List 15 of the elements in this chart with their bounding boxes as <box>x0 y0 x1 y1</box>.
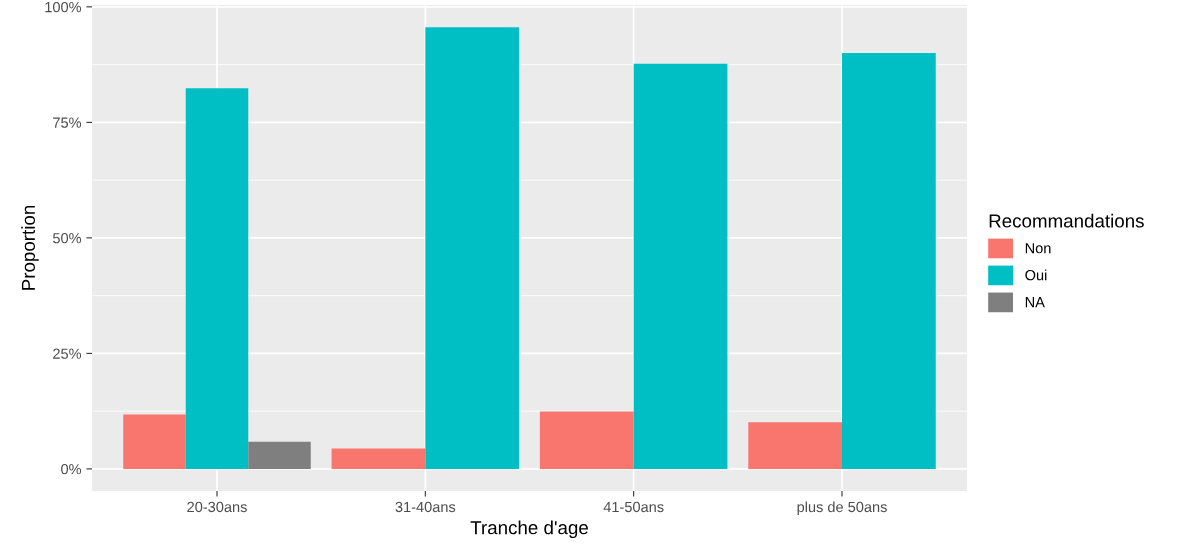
legend-title: Recommandations <box>989 213 1144 228</box>
y-tick-label: 100% <box>45 1 82 13</box>
y-tick-label: 0% <box>61 464 82 475</box>
y-tick-label: 75% <box>53 117 82 128</box>
y-axis-title: Proportion <box>21 205 39 290</box>
y-tick-label: 50% <box>52 232 82 244</box>
legend-label: NA <box>1025 297 1045 308</box>
x-tick-label: 20-30ans <box>187 501 247 513</box>
x-tick-label: plus de 50ans <box>797 501 887 516</box>
x-tick-label: 31-40ans <box>395 501 456 513</box>
x-tick-label: 41-50ans <box>603 501 664 513</box>
x-axis-title: Tranche d'age <box>470 520 588 539</box>
legend-label: Non <box>1025 243 1051 254</box>
y-tick-label: 25% <box>53 348 82 359</box>
legend-label: Oui <box>1025 269 1047 281</box>
